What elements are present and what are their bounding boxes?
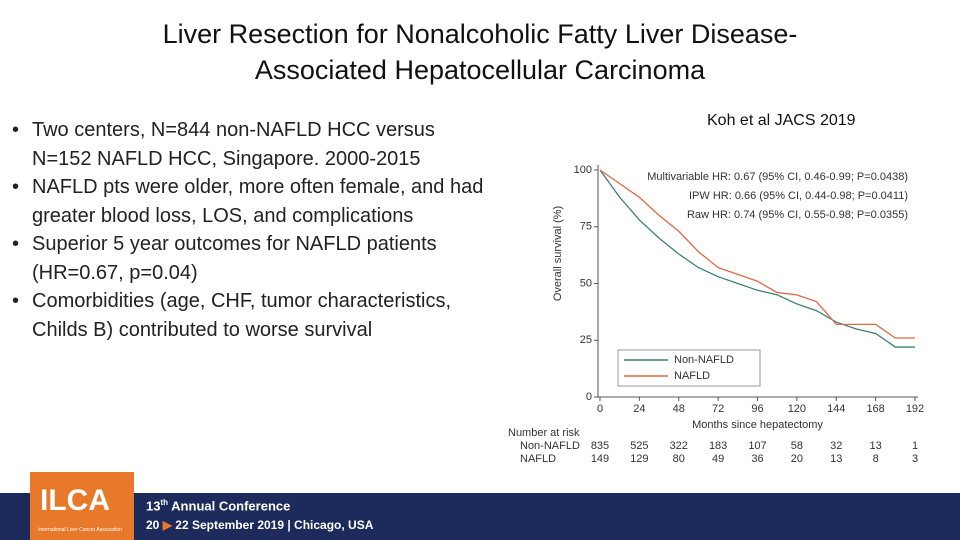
title-line: Associated Hepatocellular Carcinoma [254,55,706,85]
logo: ILCA International Liver Cancer Associat… [30,472,134,540]
title: Liver Resection for Nonalcoholic Fatty L… [0,16,960,88]
survival-curve [599,169,915,348]
bullet: NAFLD pts were older, more often female,… [8,173,490,230]
x-axis-label: Months since hepatectomy [692,419,823,431]
x-tick-label: 144 [827,403,845,415]
edition: 13 [146,498,161,514]
title-line: Liver Resection for Nonalcoholic Fatty L… [162,19,798,49]
risk-count: 149 [591,453,609,465]
citation: Koh et al JACS 2019 [707,112,856,129]
x-tick-label: 96 [751,403,763,415]
risk-count: 13 [830,453,842,465]
legend-label: NAFLD [674,370,710,382]
annotation: IPW HR: 0.66 (95% CI, 0.44-0.98; P=0.041… [689,190,908,202]
risk-row-label: NAFLD [520,453,556,465]
survival-curve [599,169,915,339]
event-line: 13th Annual Conference [146,498,290,513]
risk-title: Number at risk [508,427,580,439]
risk-count: 49 [712,453,724,465]
y-tick-label: 0 [586,391,592,403]
risk-count: 80 [673,453,685,465]
footer [0,493,960,540]
y-tick-label: 100 [574,164,592,176]
date-line: 20 ▶ 22 September 2019 | Chicago, USA [146,518,374,532]
x-tick-label: 192 [906,403,924,415]
risk-count: 107 [748,440,766,452]
x-tick-label: 48 [673,403,685,415]
risk-count: 32 [830,440,842,452]
event: Annual Conference [171,498,291,514]
legend-box [617,349,761,387]
risk-count: 835 [591,440,609,452]
risk-count: 36 [751,453,763,465]
logo-text: ILCA [40,484,110,517]
risk-row-label: Non-NAFLD [520,440,580,452]
y-axis-label: Overall survival (%) [552,206,564,301]
x-tick-label: 0 [597,403,603,415]
risk-count: 525 [630,440,648,452]
bullet: Superior 5 year outcomes for NAFLD patie… [8,230,490,287]
risk-count: 322 [670,440,688,452]
bullet-list: Two centers, N=844 non-NAFLD HCC versus … [8,116,490,344]
risk-count: 1 [912,440,918,452]
risk-count: 183 [709,440,727,452]
risk-count: 8 [873,453,879,465]
risk-count: 129 [630,453,648,465]
bullet: Two centers, N=844 non-NAFLD HCC versus … [8,116,490,173]
legend-label: Non-NAFLD [674,354,734,366]
annotation: Raw HR: 0.74 (95% CI, 0.55-0.98; P=0.035… [687,209,908,221]
x-tick-label: 120 [788,403,806,415]
day-start: 20 [146,518,160,532]
bullet: Comorbidities (age, CHF, tumor character… [8,287,490,344]
y-tick-label: 50 [580,277,592,289]
logo-subtext: International Liver Cancer Association [38,527,122,533]
risk-count: 3 [912,453,918,465]
x-tick-label: 24 [633,403,645,415]
risk-count: 58 [791,440,803,452]
arrow: ▶ [162,518,172,532]
risk-count: 13 [870,440,882,452]
risk-count: 20 [791,453,803,465]
annotation: Multivariable HR: 0.67 (95% CI, 0.46-0.9… [647,171,908,183]
y-tick-label: 25 [580,334,592,346]
y-tick-label: 75 [580,221,592,233]
city: Chicago, USA [294,518,374,532]
dates: 22 September 2019 [175,518,285,532]
edition-suffix: th [160,498,169,507]
x-tick-label: 72 [712,403,724,415]
x-tick-label: 168 [866,403,884,415]
